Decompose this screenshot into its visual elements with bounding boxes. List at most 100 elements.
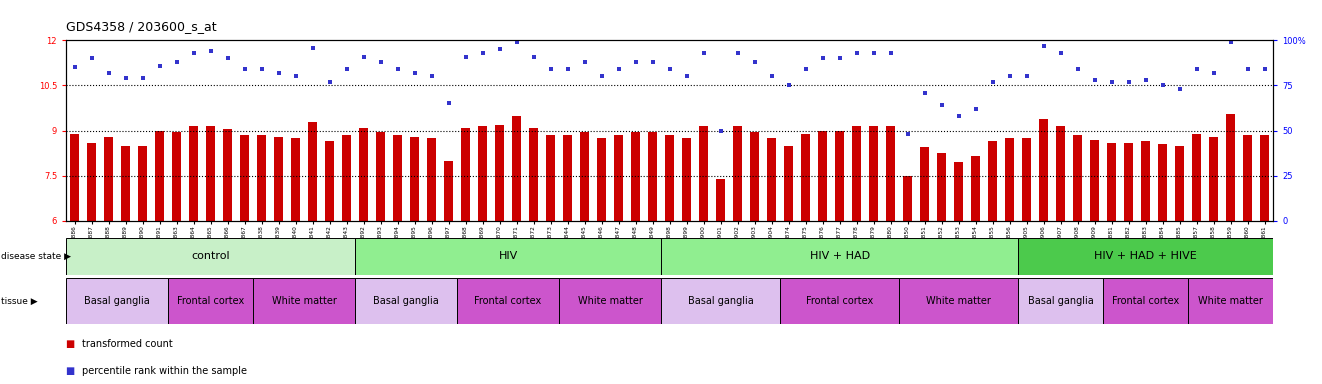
Bar bbox=[457, 278, 559, 324]
Text: Frontal cortex: Frontal cortex bbox=[1112, 296, 1179, 306]
Point bbox=[268, 70, 290, 76]
Bar bbox=[168, 278, 253, 324]
Bar bbox=[137, 146, 147, 221]
Bar bbox=[66, 278, 168, 324]
Point bbox=[132, 75, 153, 81]
Bar bbox=[546, 135, 555, 221]
Text: Basal ganglia: Basal ganglia bbox=[687, 296, 754, 306]
Bar bbox=[512, 116, 521, 221]
Text: ■: ■ bbox=[66, 366, 78, 376]
Point bbox=[999, 73, 1021, 79]
Bar bbox=[274, 137, 283, 221]
Point bbox=[1169, 86, 1190, 92]
Bar bbox=[253, 278, 356, 324]
Bar bbox=[172, 132, 181, 221]
Bar bbox=[869, 126, 878, 221]
Point bbox=[506, 39, 527, 45]
Bar bbox=[580, 132, 590, 221]
Point bbox=[931, 102, 952, 108]
Bar bbox=[1089, 140, 1100, 221]
Text: White matter: White matter bbox=[578, 296, 642, 306]
Point bbox=[898, 131, 919, 137]
Bar bbox=[206, 126, 215, 221]
Text: White matter: White matter bbox=[1198, 296, 1263, 306]
Bar bbox=[1141, 141, 1150, 221]
Bar bbox=[851, 126, 861, 221]
Point bbox=[812, 55, 833, 61]
Bar bbox=[1124, 142, 1133, 221]
Text: control: control bbox=[192, 251, 230, 262]
Point bbox=[217, 55, 238, 61]
Point bbox=[336, 66, 357, 72]
Point bbox=[795, 66, 816, 72]
Bar bbox=[155, 131, 164, 221]
Bar bbox=[1073, 135, 1083, 221]
Point bbox=[1084, 77, 1105, 83]
Point bbox=[524, 53, 545, 60]
Text: Basal ganglia: Basal ganglia bbox=[373, 296, 439, 306]
Point bbox=[965, 106, 986, 112]
Bar bbox=[256, 135, 266, 221]
Point bbox=[948, 113, 969, 119]
Point bbox=[489, 46, 510, 53]
Bar bbox=[1188, 278, 1273, 324]
Point bbox=[370, 59, 391, 65]
Bar bbox=[120, 146, 131, 221]
Bar bbox=[661, 278, 780, 324]
Bar bbox=[682, 138, 691, 221]
Bar bbox=[1107, 142, 1116, 221]
Bar bbox=[1158, 144, 1167, 221]
Bar bbox=[1005, 138, 1014, 221]
Bar bbox=[356, 238, 661, 275]
Point bbox=[676, 73, 697, 79]
Point bbox=[744, 59, 765, 65]
Bar bbox=[784, 146, 793, 221]
Point bbox=[829, 55, 850, 61]
Point bbox=[1032, 43, 1054, 49]
Bar bbox=[648, 132, 657, 221]
Point bbox=[761, 73, 783, 79]
Text: Frontal cortex: Frontal cortex bbox=[806, 296, 874, 306]
Bar bbox=[375, 132, 385, 221]
Point bbox=[727, 50, 748, 56]
Bar bbox=[104, 137, 114, 221]
Bar bbox=[189, 126, 198, 221]
Bar bbox=[903, 176, 912, 221]
Bar bbox=[598, 138, 607, 221]
Bar bbox=[1192, 134, 1202, 221]
Point bbox=[982, 79, 1003, 85]
Point bbox=[1237, 66, 1259, 72]
Bar bbox=[801, 134, 810, 221]
Bar bbox=[494, 124, 504, 221]
Text: HIV + HAD + HIVE: HIV + HAD + HIVE bbox=[1095, 251, 1196, 262]
Bar bbox=[1225, 114, 1235, 221]
Bar bbox=[717, 179, 726, 221]
Point bbox=[591, 73, 612, 79]
Text: HIV: HIV bbox=[498, 251, 518, 262]
Point bbox=[182, 50, 204, 56]
Bar bbox=[356, 278, 457, 324]
Point bbox=[420, 73, 442, 79]
Bar bbox=[66, 238, 356, 275]
Bar bbox=[1056, 126, 1066, 221]
Point bbox=[200, 48, 221, 54]
Point bbox=[693, 50, 714, 56]
Text: Basal ganglia: Basal ganglia bbox=[1027, 296, 1093, 306]
Point bbox=[1067, 66, 1088, 72]
Point bbox=[880, 50, 902, 56]
Bar bbox=[342, 135, 352, 221]
Bar bbox=[732, 126, 742, 221]
Point bbox=[1255, 66, 1276, 72]
Bar bbox=[563, 135, 572, 221]
Text: GDS4358 / 203600_s_at: GDS4358 / 203600_s_at bbox=[66, 20, 217, 33]
Point bbox=[608, 66, 629, 72]
Point bbox=[710, 127, 731, 134]
Point bbox=[353, 53, 374, 60]
Text: ■: ■ bbox=[66, 339, 78, 349]
Bar bbox=[1039, 119, 1048, 221]
Point bbox=[625, 59, 646, 65]
Point bbox=[1050, 50, 1071, 56]
Text: transformed count: transformed count bbox=[82, 339, 173, 349]
Bar bbox=[1175, 146, 1185, 221]
Text: disease state ▶: disease state ▶ bbox=[1, 252, 71, 261]
